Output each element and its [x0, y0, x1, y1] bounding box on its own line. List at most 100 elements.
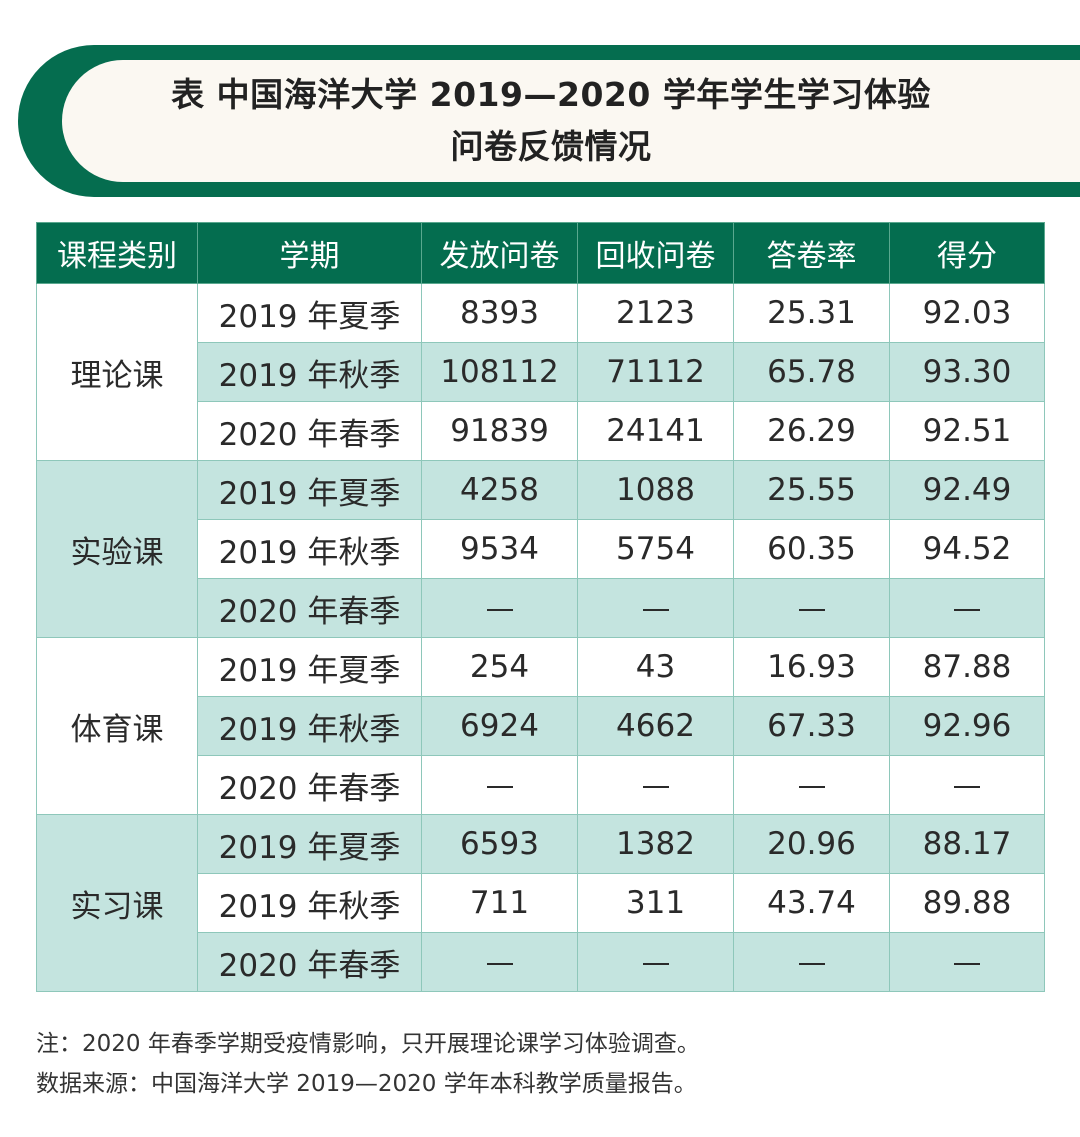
issued-cell: 9534	[421, 519, 578, 579]
score-cell	[889, 932, 1045, 992]
returned-cell	[577, 932, 734, 992]
score-cell: 92.96	[889, 696, 1045, 756]
score-cell: 89.88	[889, 873, 1045, 933]
term-cell: 2019 年秋季	[197, 696, 422, 756]
notes: 注：2020 年春季学期受疫情影响，只开展理论课学习体验调查。 数据来源：中国海…	[36, 1024, 700, 1104]
no-data-dash	[798, 608, 825, 611]
issued-cell: 6593	[421, 814, 578, 874]
no-data-dash	[642, 962, 669, 965]
issued-cell	[421, 755, 578, 815]
rate-cell: 16.93	[733, 637, 890, 697]
header-category: 课程类别	[36, 222, 198, 284]
rate-cell: 67.33	[733, 696, 890, 756]
category-cell: 理论课	[36, 283, 198, 461]
term-cell: 2019 年夏季	[197, 814, 422, 874]
category-cell: 实习课	[36, 814, 198, 992]
issued-cell: 4258	[421, 460, 578, 520]
term-cell: 2019 年夏季	[197, 283, 422, 343]
note-text: 注：2020 年春季学期受疫情影响，只开展理论课学习体验调查。	[36, 1031, 700, 1057]
term-cell: 2019 年夏季	[197, 460, 422, 520]
header-rate: 答卷率	[733, 222, 890, 284]
header-term: 学期	[197, 222, 422, 284]
no-data-dash	[642, 785, 669, 788]
rate-cell	[733, 578, 890, 638]
title-line-2: 问卷反馈情况	[450, 127, 652, 166]
table-row: 2020 年春季	[37, 755, 1045, 815]
table-row: 2019 年秋季 711 311 43.74 89.88	[37, 873, 1045, 933]
page-title: 表 中国海洋大学 2019—2020 学年学生学习体验 问卷反馈情况	[62, 60, 1080, 182]
source-text: 数据来源：中国海洋大学 2019—2020 学年本科教学质量报告。	[36, 1071, 697, 1097]
term-cell: 2020 年春季	[197, 578, 422, 638]
rate-cell	[733, 755, 890, 815]
table-row: 实验课 2019 年夏季 4258 1088 25.55 92.49	[36, 460, 1045, 638]
returned-cell: 311	[577, 873, 734, 933]
table-row: 理论课 2019 年夏季 8393 2123 25.31 92.03	[36, 283, 1045, 461]
no-data-dash	[798, 785, 825, 788]
header-score: 得分	[889, 222, 1045, 284]
score-cell: 92.51	[889, 401, 1045, 461]
no-data-dash	[954, 962, 980, 965]
term-cell: 2019 年秋季	[197, 519, 422, 579]
score-cell: 94.52	[889, 519, 1045, 579]
header-issued: 发放问卷	[421, 222, 578, 284]
table-row: 实习课 2019 年夏季 6593 1382 20.96 88.17	[36, 814, 1045, 992]
issued-cell: 254	[421, 637, 578, 697]
table-header-row: 课程类别 学期 发放问卷 回收问卷 答卷率 得分	[36, 222, 1045, 284]
rate-cell: 60.35	[733, 519, 890, 579]
title-banner: 表 中国海洋大学 2019—2020 学年学生学习体验 问卷反馈情况	[18, 45, 1080, 197]
returned-cell: 5754	[577, 519, 734, 579]
score-cell: 87.88	[889, 637, 1045, 697]
category-cell: 体育课	[36, 637, 198, 815]
returned-cell: 43	[577, 637, 734, 697]
rate-cell: 26.29	[733, 401, 890, 461]
score-cell: 88.17	[889, 814, 1045, 874]
no-data-dash	[954, 608, 980, 611]
header-returned: 回收问卷	[577, 222, 734, 284]
issued-cell: 8393	[421, 283, 578, 343]
table-row: 2020 年春季 91839 24141 26.29 92.51	[37, 401, 1045, 461]
title-panel: 表 中国海洋大学 2019—2020 学年学生学习体验 问卷反馈情况	[62, 60, 1080, 182]
no-data-dash	[486, 962, 513, 965]
issued-cell: 108112	[421, 342, 578, 402]
returned-cell: 24141	[577, 401, 734, 461]
issued-cell: 6924	[421, 696, 578, 756]
no-data-dash	[954, 785, 980, 788]
returned-cell	[577, 755, 734, 815]
term-cell: 2019 年秋季	[197, 342, 422, 402]
returned-cell: 71112	[577, 342, 734, 402]
table-row: 体育课 2019 年夏季 254 43 16.93 87.88	[36, 637, 1045, 815]
returned-cell: 4662	[577, 696, 734, 756]
category-cell: 实验课	[36, 460, 198, 638]
no-data-dash	[486, 785, 513, 788]
returned-cell: 2123	[577, 283, 734, 343]
term-cell: 2020 年春季	[197, 755, 422, 815]
table-row: 2019 年秋季 108112 71112 65.78 93.30	[37, 342, 1045, 402]
no-data-dash	[486, 608, 513, 611]
score-cell	[889, 755, 1045, 815]
rate-cell: 25.31	[733, 283, 890, 343]
returned-cell: 1088	[577, 460, 734, 520]
term-cell: 2020 年春季	[197, 932, 422, 992]
rate-cell: 43.74	[733, 873, 890, 933]
returned-cell	[577, 578, 734, 638]
rate-cell	[733, 932, 890, 992]
issued-cell	[421, 932, 578, 992]
table-row: 2020 年春季	[37, 578, 1045, 638]
term-cell: 2020 年春季	[197, 401, 422, 461]
issued-cell	[421, 578, 578, 638]
rate-cell: 20.96	[733, 814, 890, 874]
rate-cell: 65.78	[733, 342, 890, 402]
issued-cell: 91839	[421, 401, 578, 461]
no-data-dash	[642, 608, 669, 611]
score-cell	[889, 578, 1045, 638]
rate-cell: 25.55	[733, 460, 890, 520]
title-line-1: 表 中国海洋大学 2019—2020 学年学生学习体验	[171, 75, 931, 114]
table-row: 2020 年春季	[37, 932, 1045, 992]
no-data-dash	[798, 962, 825, 965]
score-cell: 92.49	[889, 460, 1045, 520]
score-cell: 93.30	[889, 342, 1045, 402]
score-cell: 92.03	[889, 283, 1045, 343]
term-cell: 2019 年秋季	[197, 873, 422, 933]
issued-cell: 711	[421, 873, 578, 933]
returned-cell: 1382	[577, 814, 734, 874]
